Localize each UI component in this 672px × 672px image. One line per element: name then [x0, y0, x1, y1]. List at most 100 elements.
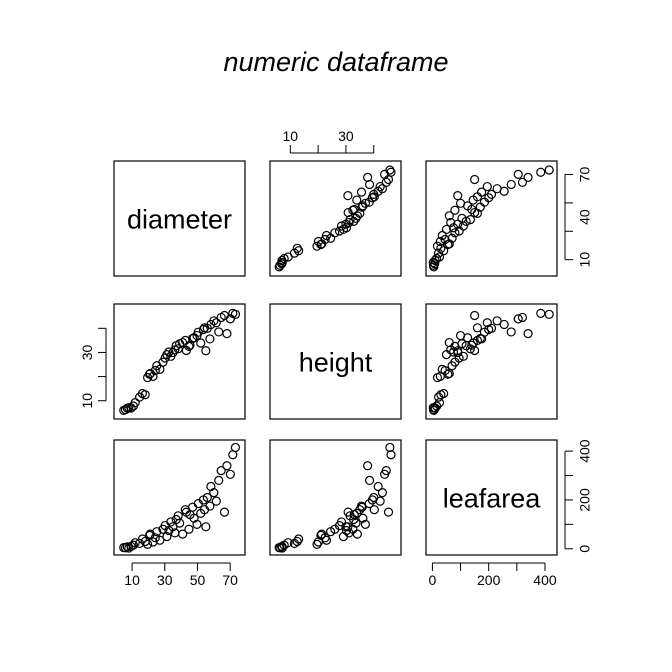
panel-frame [113, 160, 246, 277]
data-point [343, 507, 353, 517]
data-point [465, 215, 475, 225]
data-point [341, 223, 352, 233]
data-point [222, 329, 232, 339]
data-point [470, 207, 480, 218]
data-point [164, 347, 174, 357]
data-point [375, 496, 385, 506]
data-point [214, 327, 224, 337]
tick-label: 30 [79, 344, 95, 360]
left-axis-height: 10 30 [79, 327, 107, 409]
data-point [435, 236, 445, 247]
diagonal-panel-height: height [269, 303, 402, 420]
data-point [523, 329, 533, 339]
data-point [148, 371, 158, 381]
data-point [330, 228, 340, 238]
data-point [517, 177, 528, 187]
data-point [437, 364, 447, 374]
data-point [369, 505, 379, 515]
data-point [312, 539, 322, 549]
tick-label: 200 [477, 572, 501, 588]
data-point [386, 450, 396, 460]
data-point [385, 165, 395, 175]
data-point [373, 481, 383, 492]
data-point [283, 538, 293, 548]
data-point [446, 217, 456, 228]
scatter-panel-leafarea-vs-diameter [113, 439, 246, 556]
tick-label: 0 [429, 572, 437, 588]
data-point [216, 466, 226, 476]
diagonal-panel-leafarea: leafarea [425, 439, 558, 556]
data-point [486, 323, 497, 333]
data-point [205, 334, 215, 344]
data-point [513, 169, 523, 179]
data-point [380, 469, 390, 479]
data-point [455, 330, 466, 341]
variable-label: diameter [127, 205, 232, 235]
data-point [184, 524, 194, 534]
data-point [470, 310, 480, 321]
data-point [364, 475, 375, 486]
data-point [356, 187, 367, 197]
tick-label: 10 [576, 252, 592, 268]
panel-frame [269, 303, 402, 420]
data-point [439, 246, 449, 256]
right-axis-leafarea: 0 200 400 [564, 439, 592, 553]
data-point [214, 475, 224, 486]
data-point [352, 529, 362, 539]
data-point [201, 522, 211, 532]
data-point [209, 316, 219, 326]
scatter-panel-height-vs-leafarea [425, 303, 558, 420]
data-point [193, 327, 203, 337]
data-point [348, 524, 358, 534]
tick-label: 0 [576, 545, 592, 553]
data-point [437, 230, 447, 241]
data-point [506, 179, 516, 190]
data-point [140, 390, 150, 400]
data-point [486, 189, 497, 199]
bottom-axis-leafarea: 0 200 400 [429, 562, 557, 588]
data-point [477, 187, 487, 197]
data-point [155, 535, 165, 545]
data-point [434, 248, 444, 258]
panel-frame [113, 439, 246, 556]
scatter-panel-leafarea-vs-height [269, 439, 402, 556]
data-point [225, 469, 235, 479]
data-point [492, 316, 502, 326]
tick-label: 10 [79, 393, 95, 409]
data-point [120, 543, 131, 553]
data-point [187, 502, 198, 512]
data-point [275, 260, 285, 270]
data-point [166, 517, 176, 527]
data-point [211, 496, 221, 506]
data-point [201, 346, 211, 356]
data-point [360, 519, 370, 529]
data-point [467, 340, 477, 350]
data-point [130, 398, 140, 408]
data-point [150, 533, 160, 543]
data-point [178, 529, 188, 539]
data-point [482, 318, 492, 328]
data-point [360, 198, 370, 208]
panel-frame [269, 439, 402, 556]
data-point [219, 507, 230, 517]
data-point [209, 488, 219, 498]
data-point [321, 535, 332, 545]
data-point [321, 230, 332, 241]
data-point [198, 324, 208, 335]
tick-label: 400 [533, 572, 557, 588]
data-point [358, 513, 368, 523]
data-point [455, 198, 466, 208]
scatter-panel-diameter-vs-height [269, 160, 402, 277]
data-point [453, 346, 463, 356]
variable-label: leafarea [443, 484, 542, 514]
data-point [352, 195, 362, 205]
data-point [313, 236, 323, 247]
data-point [477, 334, 487, 344]
diagonal-panel-diameter: diameter [113, 160, 246, 277]
data-point [453, 191, 463, 201]
data-point [348, 205, 358, 215]
data-point [230, 309, 241, 319]
tick-label: 10 [283, 128, 299, 144]
tick-label: 30 [338, 128, 354, 144]
